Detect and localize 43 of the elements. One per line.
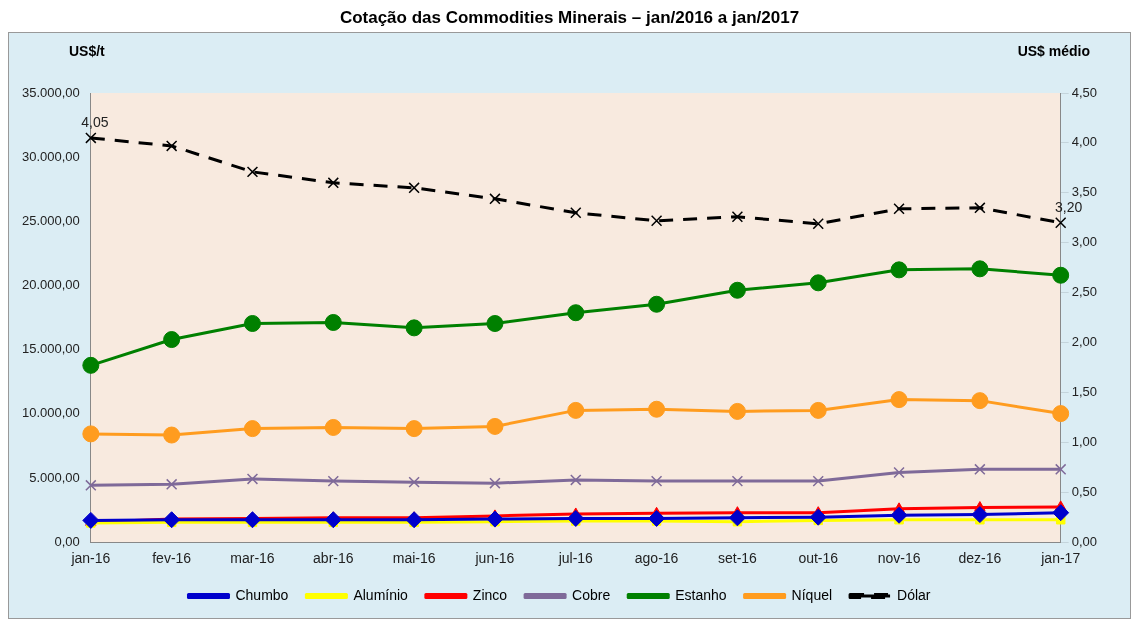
y2-tick-label: 2,00 bbox=[1071, 334, 1098, 350]
y2-tick-label: 0,50 bbox=[1071, 483, 1098, 499]
x-tick-label: mai-16 bbox=[392, 550, 436, 567]
x-tick-label: jan-16 bbox=[70, 550, 111, 567]
y-tick-label: 30.000,00 bbox=[21, 148, 80, 164]
y-tick-label: 15.000,00 bbox=[21, 341, 80, 357]
x-tick-label: jun-16 bbox=[474, 550, 515, 567]
y2-tick-label: 3,00 bbox=[1071, 234, 1098, 250]
x-tick-label: dez-16 bbox=[958, 550, 1002, 567]
y2-axis-title: US$ médio bbox=[1017, 42, 1090, 59]
legend-label: Alumínio bbox=[353, 586, 409, 603]
y-tick-label: 20.000,00 bbox=[21, 277, 80, 293]
y2-tick-label: 2,50 bbox=[1071, 284, 1098, 300]
data-label: 4,05 bbox=[81, 113, 109, 130]
x-tick-label: abr-16 bbox=[313, 550, 354, 567]
y2-tick-label: 3,50 bbox=[1071, 184, 1098, 200]
y-tick-label: 5.000,00 bbox=[29, 469, 80, 485]
x-tick-label: ago-16 bbox=[634, 550, 679, 567]
y2-tick-label: 4,00 bbox=[1071, 134, 1098, 150]
y-tick-label: 25.000,00 bbox=[21, 212, 80, 228]
data-label: 3,20 bbox=[1055, 198, 1083, 215]
chart-title: Cotação das Commodities Minerais – jan/2016 a jan/2017 bbox=[338, 8, 801, 28]
legend-label: Estanho bbox=[675, 586, 727, 603]
x-tick-label: jan-17 bbox=[1040, 550, 1081, 567]
y2-tick-label: 4,50 bbox=[1071, 84, 1098, 100]
x-tick-label: fev-16 bbox=[152, 550, 192, 567]
x-tick-label: out-16 bbox=[798, 550, 839, 567]
x-tick-label: mar-16 bbox=[230, 550, 275, 567]
legend-label: Níquel bbox=[791, 586, 833, 603]
x-tick-label: jul-16 bbox=[557, 550, 594, 567]
y-tick-label: 0,00 bbox=[54, 533, 80, 549]
x-tick-label: nov-16 bbox=[877, 550, 921, 567]
y2-tick-label: 0,00 bbox=[1071, 533, 1098, 549]
y-tick-label: 35.000,00 bbox=[21, 84, 80, 100]
y-tick-label: 10.000,00 bbox=[21, 405, 80, 421]
legend-label: Cobre bbox=[572, 586, 611, 603]
x-tick-label: set-16 bbox=[717, 550, 758, 567]
legend-label: Dólar bbox=[897, 586, 931, 603]
y2-tick-label: 1,50 bbox=[1071, 384, 1098, 400]
legend-label: Chumbo bbox=[235, 586, 289, 603]
y2-tick-label: 1,00 bbox=[1071, 433, 1098, 449]
y-axis-title: US$/t bbox=[69, 42, 106, 59]
legend-label: Zinco bbox=[472, 586, 508, 603]
